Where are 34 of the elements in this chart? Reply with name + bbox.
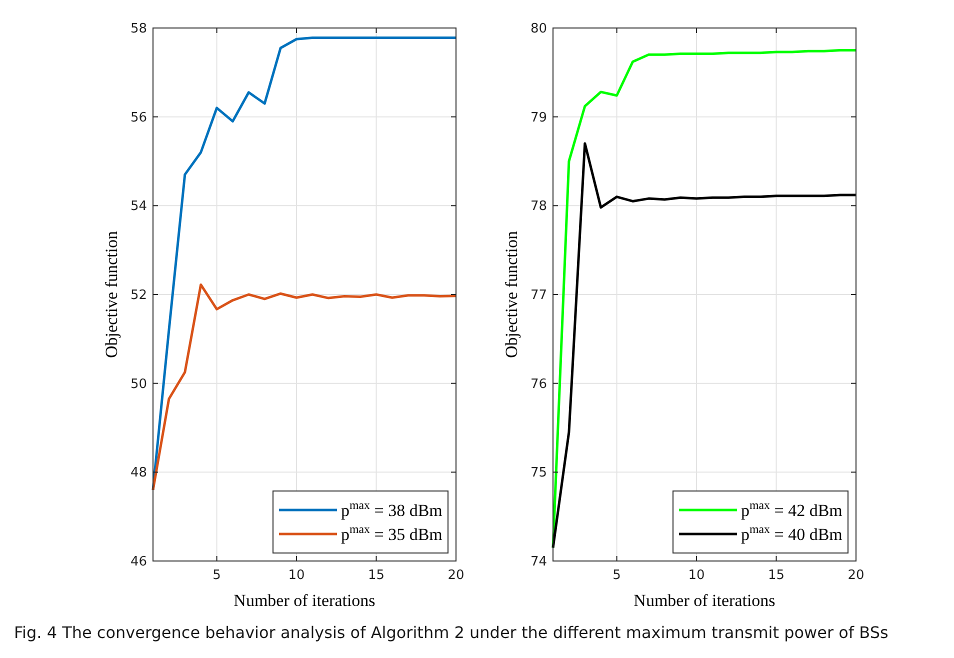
y-tick-label: 76 [530, 376, 547, 392]
x-tick-label: 15 [368, 568, 385, 583]
y-axis-title: Objective function [102, 230, 121, 358]
y-tick-label: 50 [130, 376, 147, 392]
y-tick-label: 74 [530, 554, 547, 570]
y-tick-label: 46 [130, 554, 147, 570]
x-tick-label: 10 [288, 568, 305, 583]
y-tick-label: 77 [530, 288, 547, 304]
x-tick-label: 5 [212, 568, 221, 583]
caption: Fig. 4 The convergence behavior analysis of Algorithm 2 under the different maximum transmit power of BSs [14, 623, 888, 642]
y-axis-title: Objective function [502, 230, 521, 358]
y-tick-label: 58 [130, 22, 147, 37]
x-tick-label: 5 [612, 568, 621, 583]
x-axis-title: Number of iterations [634, 591, 776, 610]
line-series [152, 36, 458, 492]
y-tick-label: 56 [130, 110, 147, 126]
legend-label: p$^{max}$ = 38 dBm [341, 498, 442, 520]
y-tick-label: 54 [130, 199, 147, 214]
y-tick-label: 52 [130, 288, 147, 304]
legend-label: p$^{max}$ = 40 dBm [741, 522, 842, 544]
x-tick-label: 20 [848, 568, 864, 583]
y-tick-label: 75 [530, 466, 547, 481]
y-tick-label: 79 [530, 110, 547, 126]
x-tick-label: 10 [688, 568, 705, 583]
y-tick-label: 78 [530, 199, 547, 214]
y-tick-label: 48 [130, 466, 147, 481]
x-tick-label: 15 [768, 568, 785, 583]
y-tick-label: 80 [530, 22, 547, 37]
line-series [552, 142, 858, 549]
line-series [152, 283, 458, 492]
legend-label: p$^{max}$ = 42 dBm [741, 498, 842, 520]
x-tick-label: 20 [448, 568, 464, 583]
legend-label: p$^{max}$ = 35 dBm [341, 522, 442, 544]
x-axis-title: Number of iterations [234, 591, 376, 610]
